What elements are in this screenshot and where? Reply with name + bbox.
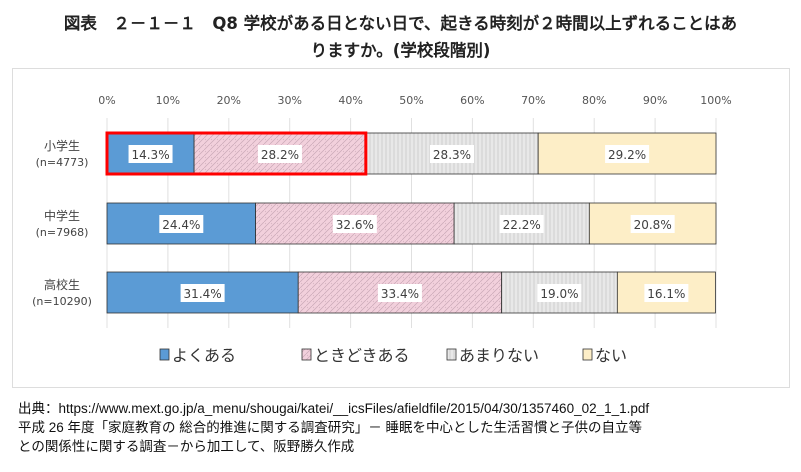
x-tick-label: 60% — [460, 94, 484, 107]
category-n-label: (n=10290) — [32, 295, 92, 308]
source-line3: との関係性に関する調査－から加工して、阪野勝久作成 — [18, 439, 355, 454]
data-label-bg — [630, 215, 675, 233]
x-tick-label: 70% — [521, 94, 545, 107]
x-tick-label: 20% — [217, 94, 241, 107]
x-tick-label: 50% — [399, 94, 423, 107]
source-line2: 平成 26 年度「家庭教育の 総合的推進に関する調査研究」－ 睡眠を中心とした生… — [18, 420, 643, 435]
data-label: 19.0% — [540, 287, 578, 301]
legend-label: ときどきある — [314, 346, 410, 365]
category-label: 高校生 — [44, 277, 80, 292]
source-url: 出典：https://www.mext.go.jp/a_menu/shougai… — [18, 401, 650, 416]
data-label: 33.4% — [381, 287, 419, 301]
data-label: 22.2% — [503, 218, 541, 232]
data-label-bg — [429, 145, 474, 163]
data-label: 29.2% — [608, 148, 646, 162]
data-label-bg — [257, 145, 302, 163]
bar-segment — [616, 271, 716, 314]
x-tick-label: 40% — [338, 94, 362, 107]
x-tick-label: 90% — [643, 94, 667, 107]
data-label-bg — [332, 215, 377, 233]
data-label-bg — [377, 284, 422, 302]
legend-label: あまりない — [459, 346, 539, 365]
category-label: 中学生 — [44, 208, 80, 223]
data-label-bg — [499, 215, 544, 233]
legend-swatch — [301, 348, 312, 361]
legend-label: よくある — [172, 346, 236, 365]
chart-panel — [12, 68, 790, 388]
data-label-bg — [180, 284, 225, 302]
chart-title-line2: りますか。(学校段階別) — [310, 41, 491, 60]
legend-label: ない — [595, 346, 627, 365]
data-label-bg — [644, 284, 689, 302]
data-label-bg — [128, 145, 173, 163]
category-label: 小学生 — [44, 138, 80, 153]
data-label: 16.1% — [647, 287, 685, 301]
data-label-bg — [605, 145, 650, 163]
data-label: 20.8% — [634, 218, 672, 232]
data-label: 31.4% — [184, 287, 222, 301]
category-n-label: (n=4773) — [36, 156, 89, 169]
chart-title-line1: 図表 ２－１－１ Q8 学校がある日とない日で、起きる時刻が２時間以上ずれること… — [63, 14, 738, 33]
data-label: 28.2% — [261, 148, 299, 162]
x-tick-label: 80% — [582, 94, 606, 107]
x-tick-label: 10% — [156, 94, 180, 107]
data-label: 28.3% — [433, 148, 471, 162]
data-label-bg — [537, 284, 582, 302]
x-tick-label: 30% — [277, 94, 301, 107]
bar-segment — [106, 202, 256, 245]
legend-swatch — [446, 348, 457, 361]
data-label: 32.6% — [336, 218, 374, 232]
x-tick-label: 100% — [700, 94, 731, 107]
data-label: 24.4% — [162, 218, 200, 232]
legend-swatch — [159, 348, 170, 361]
x-tick-label: 0% — [98, 94, 115, 107]
legend-swatch — [582, 348, 593, 361]
data-label: 14.3% — [131, 148, 169, 162]
data-label-bg — [159, 215, 204, 233]
highlight-box — [105, 131, 368, 176]
category-n-label: (n=7968) — [36, 226, 89, 239]
